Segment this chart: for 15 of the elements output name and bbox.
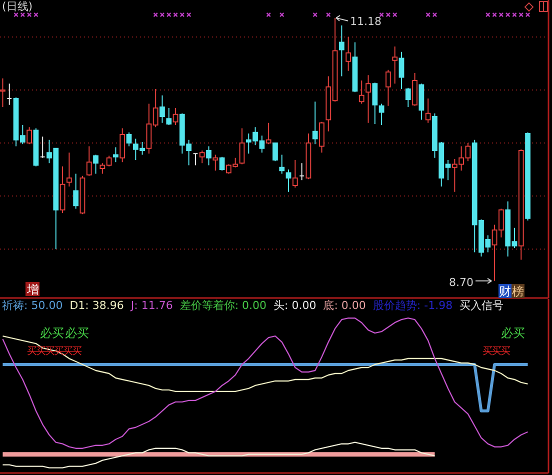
legend-note: 头: 0.00: [274, 299, 316, 312]
series-name: J: 11.76: [130, 299, 173, 312]
title: (日线): [2, 0, 33, 13]
legend-note: 股价趋势: -1.98: [372, 299, 453, 312]
legend-note: 底: 0.00: [323, 299, 366, 312]
series-name: D1: 38.96: [70, 299, 124, 312]
annotation: 8.70: [449, 276, 474, 289]
annotation: 11.18: [350, 14, 382, 28]
annotation: 必买: [501, 326, 525, 340]
annotation: 必买: [65, 326, 89, 340]
legend-note: 差价等着你: 0.00: [180, 299, 267, 312]
legend-note: 买入信号: [460, 299, 504, 312]
annotation: 买买买: [482, 346, 510, 357]
series-name: 祈祷: 50.00: [2, 299, 63, 312]
annotation: 必买: [40, 326, 64, 340]
